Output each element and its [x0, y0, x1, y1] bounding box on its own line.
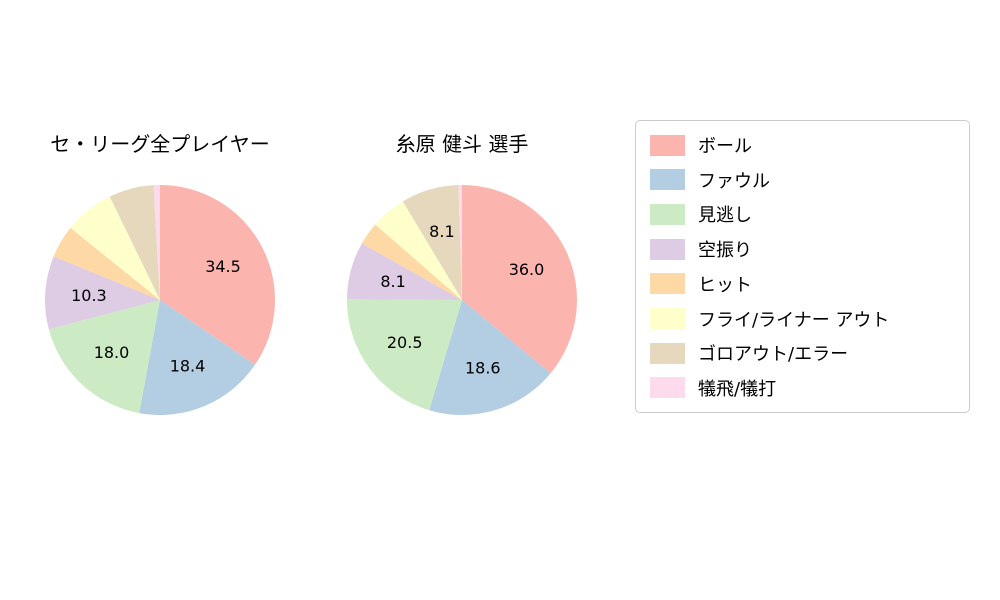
chart-title-league: セ・リーグ全プレイヤー: [50, 132, 270, 156]
legend-swatch: [650, 377, 685, 399]
legend-label: ヒット: [698, 274, 752, 296]
pie-value-label: 18.0: [94, 343, 130, 362]
legend-swatch: [650, 342, 685, 364]
pie-slice-2: [346, 299, 462, 411]
pie-slice-7: [153, 184, 160, 300]
legend-label: ゴロアウト/エラー: [698, 344, 849, 366]
pie-slice-6: [109, 185, 160, 300]
pie-value-label: 18.6: [465, 359, 501, 378]
pie-value-label: 8.1: [380, 272, 405, 291]
pie-chart-league: 34.5 18.4 18.0 10.3: [44, 184, 275, 416]
pie-value-label: 8.1: [429, 222, 454, 241]
pie-slice-2: [48, 300, 160, 414]
legend-item: フライ/ライナー アウト: [650, 306, 955, 332]
pie-slice-5: [375, 201, 462, 300]
legend-item: ゴロアウト/エラー: [650, 340, 955, 366]
legend-item: ヒット: [650, 271, 955, 297]
legend: ボールファウル見逃し空振りヒットフライ/ライナー アウト ゴロアウト/エラー 犠飛/…: [635, 120, 970, 413]
pie-value-label: 10.3: [71, 286, 107, 305]
pie-slice-0: [462, 185, 577, 374]
pie-slice-3: [347, 243, 462, 300]
pie-chart-player: 36.0 18.6 20.5 8.1 8.1: [346, 185, 577, 416]
legend-swatch: [650, 273, 685, 295]
legend-item: 空振り: [650, 236, 955, 262]
pie-value-label: 18.4: [170, 356, 206, 375]
pie-slice-1: [139, 300, 256, 416]
pie-value-label: 36.0: [509, 260, 545, 279]
pie-slice-4: [361, 224, 462, 300]
pie-slice-7: [458, 185, 462, 300]
legend-item: ファウル: [650, 167, 955, 193]
legend-swatch: [650, 169, 685, 191]
legend-swatch: [650, 308, 685, 330]
pie-value-label: 20.5: [387, 333, 423, 352]
legend-item: ボール: [650, 132, 955, 158]
pie-slice-1: [429, 300, 551, 416]
pie-slice-6: [402, 185, 462, 300]
legend-item: 見逃し: [650, 201, 955, 227]
legend-label: 空振り: [698, 240, 752, 262]
pie-value-label: 34.5: [205, 257, 241, 276]
legend-label: 犠飛/犠打: [698, 378, 777, 400]
pie-slice-3: [44, 256, 160, 330]
legend-item: 犠飛/犠打: [650, 375, 955, 401]
legend-swatch: [650, 238, 685, 260]
pie-slice-5: [70, 196, 160, 300]
legend-label: ファウル: [698, 170, 770, 192]
legend-label: 見逃し: [698, 205, 752, 227]
legend-label: フライ/ライナー アウト: [698, 309, 890, 331]
chart-title-player: 糸原 健斗 選手: [395, 132, 529, 156]
legend-swatch: [650, 203, 685, 225]
pie-slice-4: [53, 227, 161, 300]
legend-swatch: [650, 134, 685, 156]
legend-label: ボール: [698, 136, 752, 157]
pie-slice-0: [160, 185, 275, 365]
